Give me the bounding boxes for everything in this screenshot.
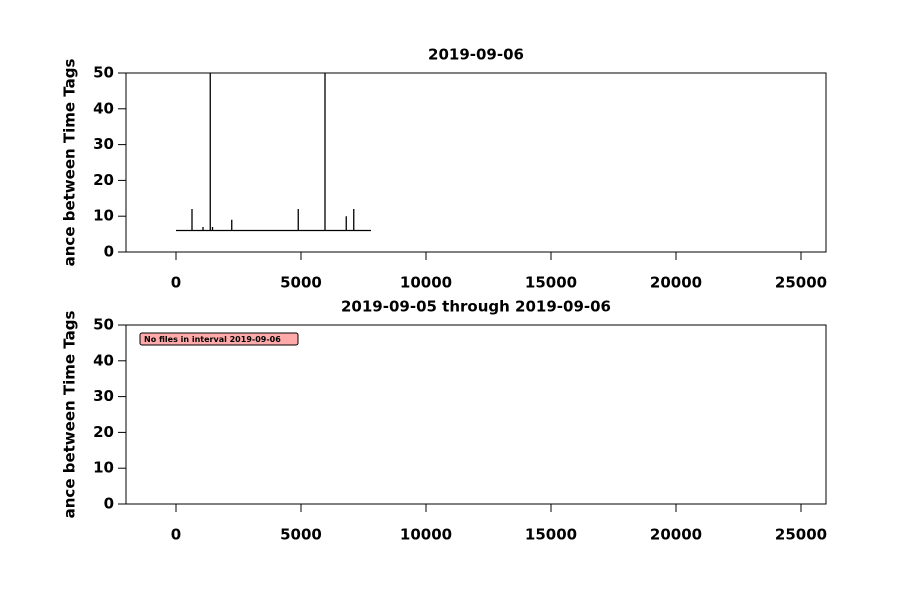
y-tick-label: 40 [93, 351, 114, 369]
x-tick-label: 10000 [400, 526, 452, 544]
x-tick-label: 20000 [650, 526, 702, 544]
y-tick-label: 40 [93, 99, 114, 117]
x-tick-label: 0 [171, 274, 181, 292]
y-tick-label: 20 [93, 423, 114, 441]
data-line [176, 73, 371, 232]
chart-title: 2019-09-05 through 2019-09-06 [341, 298, 611, 316]
x-tick-label: 15000 [525, 274, 577, 292]
y-tick-label: 30 [93, 387, 114, 405]
x-tick-label: 20000 [650, 274, 702, 292]
x-tick-label: 25000 [775, 274, 827, 292]
y-tick-label: 10 [93, 207, 114, 225]
x-tick-label: 0 [171, 526, 181, 544]
x-tick-label: 5000 [280, 526, 322, 544]
x-tick-label: 10000 [400, 274, 452, 292]
annotation-text: No files in interval 2019-09-06 [144, 335, 281, 344]
y-tick-label: 0 [104, 243, 114, 261]
y-tick-label: 30 [93, 135, 114, 153]
chart-title: 2019-09-06 [428, 46, 524, 64]
y-tick-label: 50 [93, 64, 114, 82]
annotation-box [139, 332, 299, 346]
x-tick-label: 15000 [525, 526, 577, 544]
plot-frame [125, 72, 827, 253]
y-axis-label: ance between Time Tags [61, 311, 79, 519]
y-tick-label: 50 [93, 316, 114, 334]
y-axis-label: ance between Time Tags [61, 59, 79, 267]
x-tick-label: 25000 [775, 526, 827, 544]
plot-frame [125, 324, 827, 505]
annotation: No files in interval 2019-09-06 [139, 332, 299, 346]
y-tick-label: 0 [104, 495, 114, 513]
y-tick-label: 10 [93, 459, 114, 477]
y-tick-label: 20 [93, 171, 114, 189]
x-tick-label: 5000 [280, 274, 322, 292]
